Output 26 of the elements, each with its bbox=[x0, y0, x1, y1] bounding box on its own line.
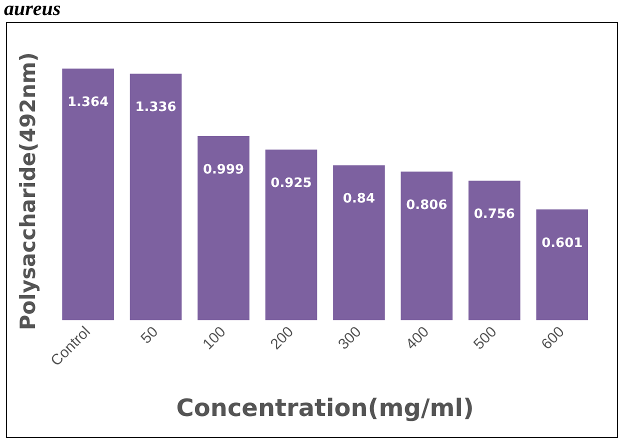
y-axis-title: Polysaccharide(492nm) bbox=[16, 52, 40, 330]
data-label: 0.999 bbox=[202, 162, 244, 178]
data-label: 1.336 bbox=[135, 100, 176, 116]
bar bbox=[333, 165, 385, 320]
data-label: 0.925 bbox=[270, 176, 312, 192]
bar bbox=[265, 150, 318, 320]
x-tick-label: 100 bbox=[200, 323, 230, 354]
x-tick-label: 400 bbox=[402, 323, 432, 354]
data-label: 0.601 bbox=[542, 236, 583, 251]
bar bbox=[400, 172, 453, 320]
bar bbox=[468, 180, 520, 320]
chart-title: aureus bbox=[4, 0, 61, 21]
data-label: 0.84 bbox=[342, 192, 375, 207]
bar bbox=[130, 74, 182, 320]
x-tick-label: 200 bbox=[267, 323, 297, 354]
data-label: 0.756 bbox=[474, 207, 515, 222]
bar bbox=[198, 136, 250, 320]
bar bbox=[536, 209, 588, 320]
x-tick-label: 500 bbox=[470, 323, 500, 354]
x-tick-label: 50 bbox=[138, 323, 162, 348]
data-label: 1.364 bbox=[68, 95, 109, 110]
x-axis-title: Concentration(mg/ml) bbox=[176, 394, 474, 422]
data-label: 0.806 bbox=[406, 198, 448, 213]
x-tick-label: 300 bbox=[335, 323, 365, 354]
x-tick-label: 600 bbox=[538, 323, 568, 354]
bar bbox=[62, 68, 114, 320]
